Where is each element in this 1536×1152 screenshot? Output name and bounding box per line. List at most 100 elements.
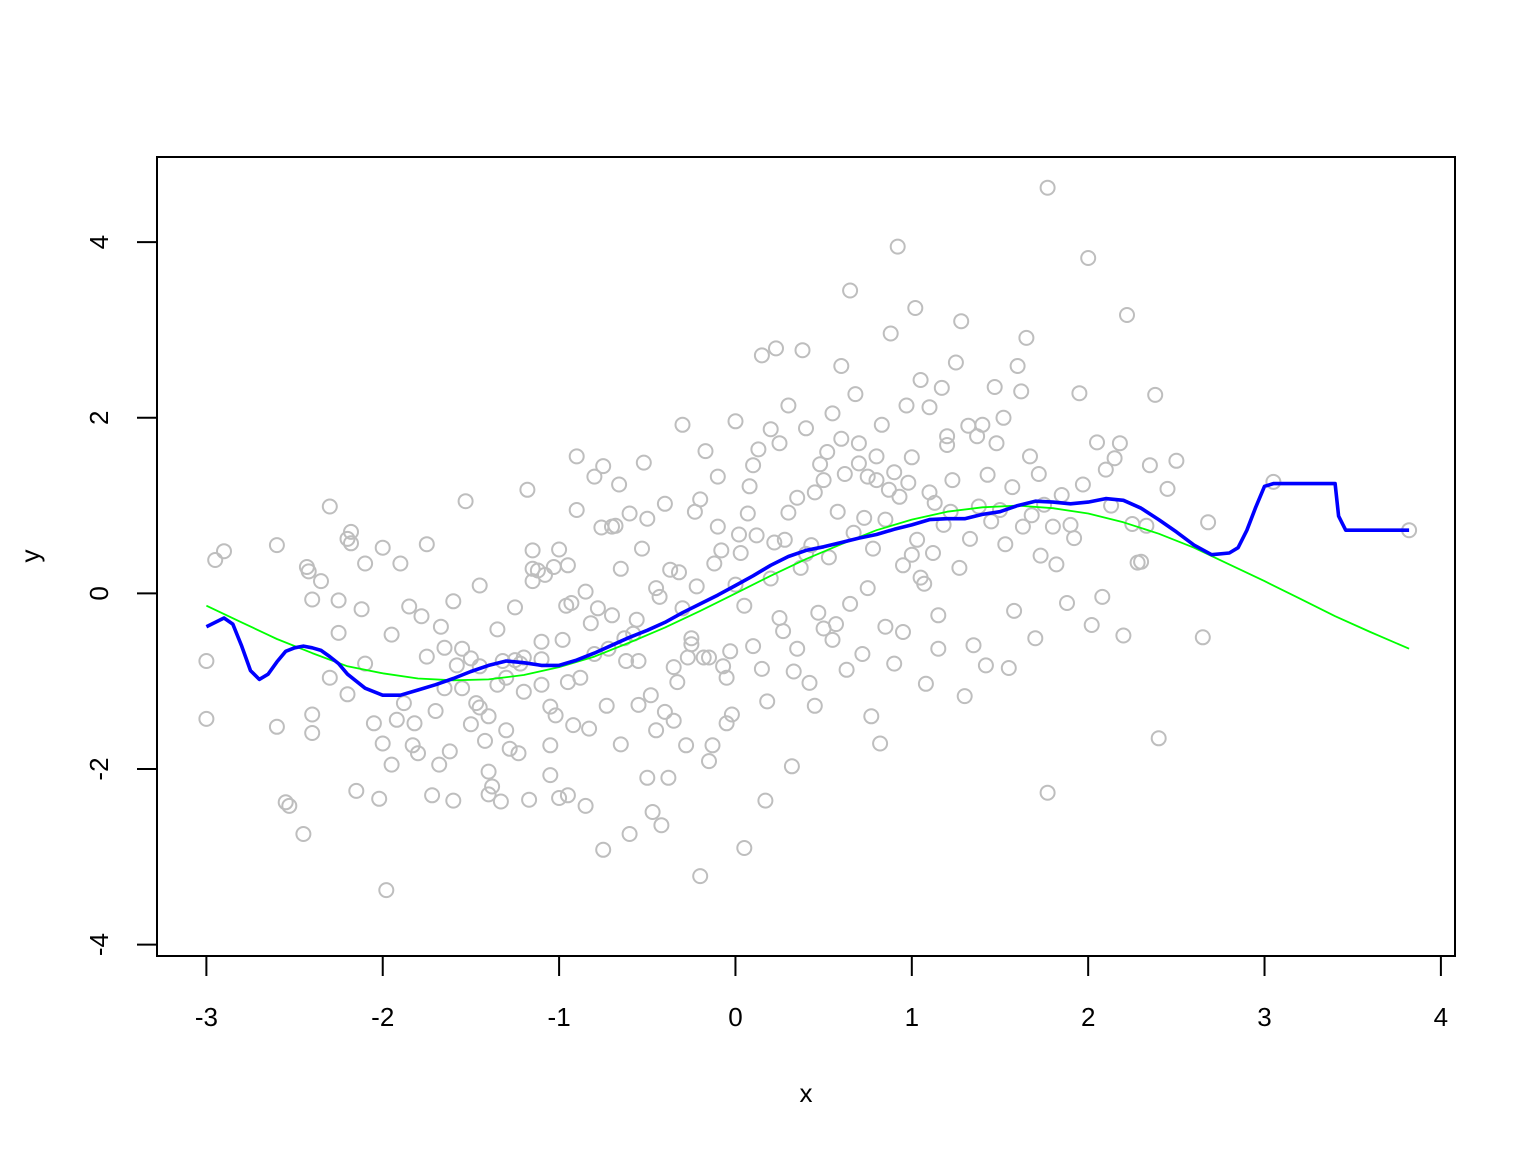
- data-point: [1119, 307, 1135, 323]
- data-point: [586, 468, 603, 485]
- data-point: [501, 740, 518, 757]
- data-point: [413, 608, 430, 625]
- data-point: [353, 601, 370, 618]
- data-point: [979, 466, 996, 483]
- data-point: [856, 509, 873, 526]
- data-point: [383, 756, 400, 773]
- data-point: [628, 611, 645, 628]
- data-point: [671, 564, 687, 581]
- data-point: [898, 397, 915, 414]
- data-point: [471, 699, 488, 716]
- data-point: [727, 413, 744, 430]
- data-point: [1150, 730, 1167, 747]
- data-point: [1039, 179, 1056, 196]
- data-point: [542, 698, 559, 715]
- data-point: [912, 372, 929, 388]
- data-point: [1023, 507, 1040, 524]
- data-point: [595, 841, 612, 858]
- data-point: [819, 444, 836, 460]
- data-point: [454, 640, 471, 657]
- data-point: [715, 658, 732, 675]
- data-point: [427, 703, 444, 719]
- x-tick-label: -2: [371, 1002, 394, 1032]
- data-point: [771, 610, 788, 626]
- data-point: [810, 604, 827, 621]
- data-point: [589, 600, 606, 617]
- data-point: [445, 593, 462, 610]
- data-point: [951, 559, 968, 576]
- data-point: [1004, 479, 1021, 496]
- data-point: [939, 428, 956, 445]
- data-point: [750, 441, 767, 458]
- data-point: [533, 676, 550, 693]
- data-point: [768, 340, 784, 357]
- data-point: [789, 489, 806, 506]
- data-point: [207, 552, 224, 568]
- data-point: [321, 498, 338, 515]
- data-point: [607, 517, 624, 534]
- data-point: [806, 484, 823, 501]
- data-point: [868, 448, 885, 465]
- data-point: [581, 720, 598, 737]
- data-point: [462, 716, 479, 733]
- data-point: [850, 435, 867, 452]
- data-point: [216, 543, 232, 560]
- data-point: [736, 840, 753, 856]
- data-point: [886, 464, 903, 481]
- data-point: [766, 534, 783, 551]
- data-point: [524, 542, 541, 559]
- data-point: [785, 663, 802, 680]
- data-point: [753, 347, 770, 364]
- data-point: [304, 706, 321, 723]
- data-point: [653, 817, 670, 834]
- data-point: [611, 476, 628, 493]
- data-point: [925, 545, 941, 561]
- y-tick-label: -4: [84, 933, 114, 956]
- data-point: [776, 531, 793, 548]
- data-point: [1089, 434, 1105, 451]
- x-tick-label: 1: [905, 1002, 919, 1032]
- data-point: [339, 686, 356, 703]
- data-point: [348, 782, 365, 799]
- data-point: [612, 560, 629, 577]
- data-point: [709, 518, 726, 535]
- data-point: [418, 536, 435, 553]
- data-point: [1006, 602, 1023, 619]
- data-point: [1074, 476, 1091, 493]
- data-point: [480, 708, 497, 725]
- data-point: [441, 743, 458, 760]
- x-tick-label: 4: [1434, 1002, 1448, 1032]
- data-point: [997, 536, 1014, 553]
- data-point: [639, 769, 656, 786]
- data-point: [457, 493, 474, 510]
- data-point: [713, 542, 730, 559]
- data-point: [618, 653, 635, 669]
- data-point: [1030, 466, 1047, 482]
- data-point: [542, 737, 559, 754]
- data-point: [783, 758, 800, 775]
- data-point: [1059, 595, 1075, 611]
- data-point: [559, 557, 576, 574]
- data-point: [1083, 617, 1100, 633]
- data-point: [873, 416, 890, 433]
- data-point: [801, 674, 818, 691]
- data-point: [828, 616, 844, 633]
- data-point: [343, 523, 359, 540]
- data-point: [1000, 660, 1017, 676]
- data-point: [551, 541, 568, 558]
- data-point: [604, 607, 620, 624]
- data-point: [198, 710, 215, 727]
- data-point: [757, 792, 774, 809]
- data-point: [771, 435, 788, 452]
- data-point: [863, 708, 880, 725]
- data-point: [789, 640, 806, 657]
- data-point: [1200, 514, 1217, 531]
- data-point: [595, 458, 612, 475]
- data-point: [304, 591, 321, 608]
- data-point: [635, 454, 652, 471]
- data-point: [736, 597, 753, 614]
- data-point: [1066, 530, 1083, 547]
- data-point: [833, 430, 850, 447]
- data-point: [330, 624, 347, 641]
